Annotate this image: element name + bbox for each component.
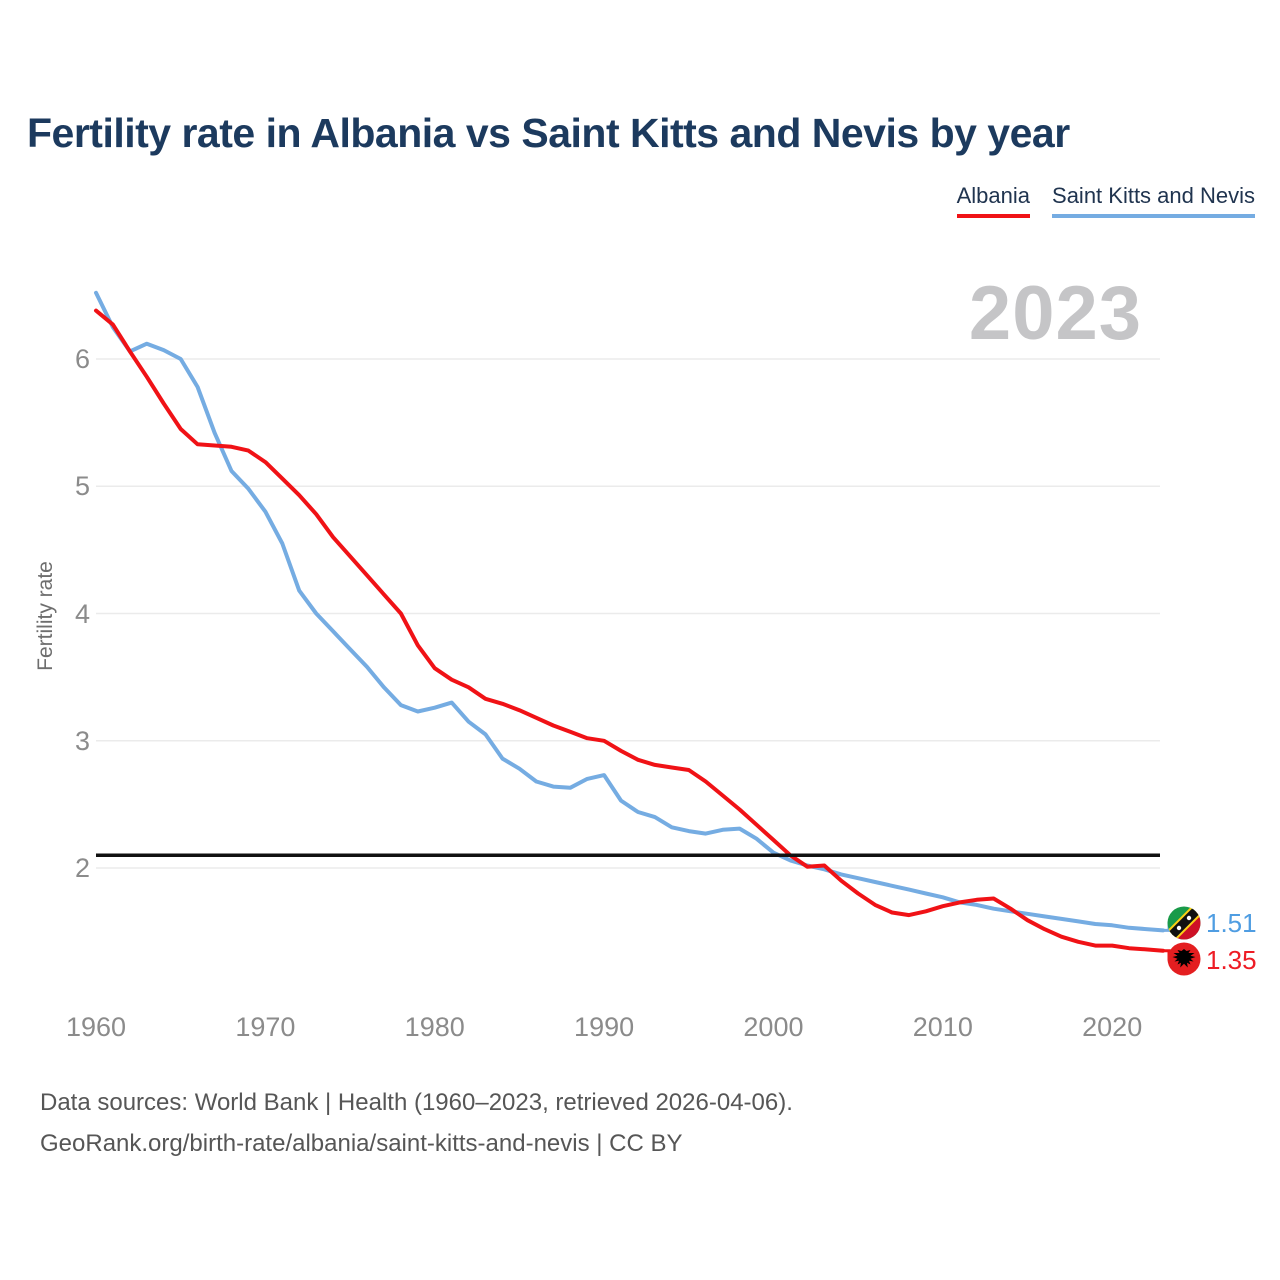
albania-line [94, 308, 1165, 953]
albania-flag-icon [1167, 942, 1201, 976]
x-tick-label-1960: 1960 [65, 1012, 127, 1042]
y-tick-label-4: 4 [74, 598, 90, 629]
x-tick-label-1980: 1980 [404, 1012, 465, 1042]
data-sources-line2[interactable]: GeoRank.org/birth-rate/albania/saint-kit… [40, 1130, 683, 1157]
saint-kitts-and-nevis-line [94, 290, 1165, 933]
x-tick-label-2020: 2020 [1082, 1012, 1143, 1042]
y-tick-label-2: 2 [74, 853, 90, 883]
legend: Albania Saint Kitts and Nevis [956, 183, 1255, 218]
year-watermark: 2023 [968, 271, 1142, 356]
page-title: Fertility rate in Albania vs Saint Kitts… [27, 110, 1070, 156]
legend-item-saint-kitts-and-nevis[interactable]: Saint Kitts and Nevis [1052, 183, 1255, 218]
y-tick-label-3: 3 [74, 725, 90, 756]
x-tick-label-1990: 1990 [574, 1012, 635, 1042]
x-tick-label-2000: 2000 [743, 1012, 804, 1042]
x-tick-label-1970: 1970 [235, 1012, 296, 1042]
legend-item-albania[interactable]: Albania [956, 183, 1031, 218]
x-tick-label-2010: 2010 [912, 1012, 973, 1042]
end-value-albania: 1.35 [1206, 945, 1257, 975]
y-tick-label-6: 6 [74, 344, 90, 374]
saint-kitts-and-nevis-flag-icon [1167, 906, 1201, 940]
data-sources: Data sources: World Bank | Health (1960–… [40, 1082, 793, 1164]
end-value-saint-kitts-and-nevis: 1.51 [1206, 908, 1257, 938]
data-sources-line1: Data sources: World Bank | Health (1960–… [40, 1089, 793, 1116]
y-tick-label-5: 5 [74, 471, 90, 502]
